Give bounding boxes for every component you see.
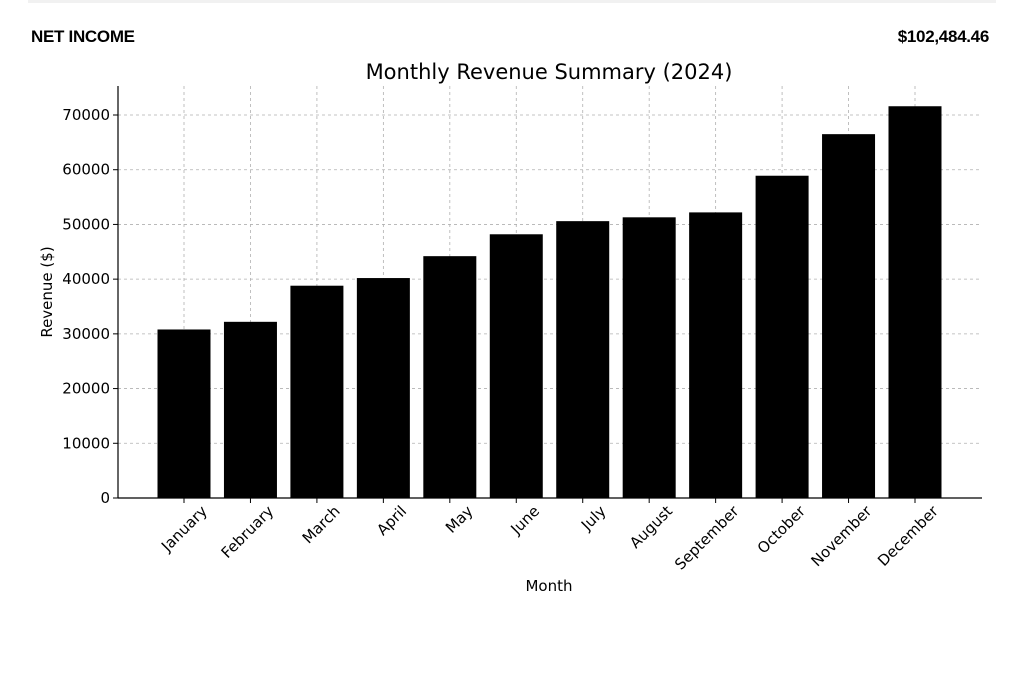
x-tick-label: November [807, 502, 875, 570]
x-tick-label: August [626, 502, 676, 552]
x-tick-label: September [671, 502, 743, 574]
chart-title: Monthly Revenue Summary (2024) [366, 60, 733, 84]
y-tick-label: 0 [100, 489, 110, 507]
bar-july [556, 221, 610, 498]
bars [157, 106, 942, 499]
bar-april [356, 278, 410, 498]
x-tick-label: December [874, 502, 942, 570]
bar-december [888, 106, 942, 498]
y-tick-label: 70000 [62, 106, 110, 124]
bar-october [755, 175, 809, 499]
bar-may [423, 256, 477, 498]
y-tick-label: 20000 [62, 380, 110, 398]
y-tick-label: 40000 [62, 270, 110, 288]
x-tick-labels: January February March April May June July Augu… [157, 502, 942, 574]
y-axis-label: Revenue ($) [38, 246, 56, 337]
bar-june [489, 234, 543, 498]
y-tick-label: 10000 [62, 434, 110, 452]
x-tick-label: October [754, 502, 810, 558]
bar-january [157, 329, 211, 498]
bar-september [689, 212, 743, 499]
x-tick-label: January [157, 502, 211, 556]
x-axis-label: Month [525, 577, 572, 595]
bar-november [822, 134, 876, 498]
y-tick-label: 60000 [62, 161, 110, 179]
net-income-value: $102,484.46 [897, 27, 990, 46]
net-income-label: NET INCOME [31, 27, 135, 46]
x-tick-label: February [218, 502, 278, 562]
y-tick-label: 30000 [62, 325, 110, 343]
x-tick-label: April [373, 502, 410, 539]
top-divider [28, 0, 996, 3]
axes [113, 86, 982, 503]
bar-february [223, 321, 277, 498]
x-tick-label: May [442, 502, 477, 537]
bar-august [622, 217, 676, 498]
y-tick-label: 50000 [62, 215, 110, 233]
x-tick-label: June [507, 502, 544, 539]
x-tick-label: July [577, 502, 610, 535]
x-tick-label: March [299, 502, 344, 547]
y-tick-labels: 0 10000 20000 30000 40000 50000 60000 70000 [62, 106, 110, 507]
bar-march [290, 285, 344, 498]
